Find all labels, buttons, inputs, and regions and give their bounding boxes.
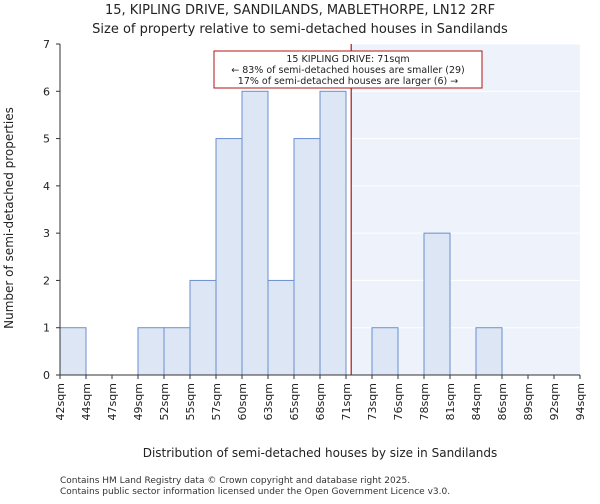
- x-tick-label: 52sqm: [158, 383, 171, 420]
- x-tick-label: 65sqm: [288, 383, 301, 420]
- bar-55sqm: [189, 279, 217, 376]
- y-tick-label: 7: [43, 38, 50, 51]
- x-tick-label: 84sqm: [470, 383, 483, 420]
- bar-57sqm: [215, 138, 243, 376]
- y-tick-label: 4: [43, 180, 50, 193]
- bar-65sqm: [293, 138, 321, 376]
- annotation-line1: 15 KIPLING DRIVE: 71sqm: [286, 54, 409, 65]
- x-tick-label: 49sqm: [132, 383, 145, 420]
- bar-60sqm: [241, 90, 269, 376]
- y-tick-label: 6: [43, 85, 50, 98]
- y-tick-label: 3: [43, 227, 50, 240]
- x-tick-label: 92sqm: [548, 383, 561, 420]
- x-tick-label: 86sqm: [496, 383, 509, 420]
- x-axis-label: Distribution of semi-detached houses by …: [143, 446, 498, 460]
- y-axis-label: Number of semi-detached properties: [2, 107, 16, 329]
- x-tick-label: 94sqm: [574, 383, 587, 420]
- footer-line1: Contains HM Land Registry data © Crown c…: [60, 476, 410, 486]
- bar-49sqm: [137, 327, 165, 376]
- x-tick-label: 55sqm: [184, 383, 197, 420]
- bar-63sqm: [267, 279, 295, 376]
- x-tick-label: 89sqm: [522, 383, 535, 420]
- x-tick-label: 44sqm: [80, 383, 93, 420]
- x-tick-label: 47sqm: [106, 383, 119, 420]
- y-tick-label: 5: [43, 133, 50, 146]
- y-tick-label: 2: [43, 274, 50, 287]
- y-tick-label: 1: [43, 322, 50, 335]
- annotation-line2: ← 83% of semi-detached houses are smalle…: [231, 65, 465, 76]
- bar-42sqm: [59, 327, 87, 376]
- y-tick-label: 0: [43, 369, 50, 382]
- bar-73sqm: [371, 327, 399, 376]
- annotation-line3: 17% of semi-detached houses are larger (…: [238, 76, 458, 87]
- x-tick-label: 76sqm: [392, 383, 405, 420]
- footer-line2: Contains public sector information licen…: [60, 487, 450, 497]
- bar-68sqm: [319, 90, 347, 376]
- x-tick-label: 78sqm: [418, 383, 431, 420]
- bar-84sqm: [475, 327, 503, 376]
- bar-52sqm: [163, 327, 191, 376]
- x-tick-label: 68sqm: [314, 383, 327, 420]
- x-tick-label: 57sqm: [210, 383, 223, 420]
- highlight-region: [351, 44, 580, 375]
- x-tick-label: 42sqm: [54, 383, 67, 420]
- annotation-box: 15 KIPLING DRIVE: 71sqm ← 83% of semi-de…: [213, 50, 483, 89]
- x-tick-label: 60sqm: [236, 383, 249, 420]
- x-tick-label: 73sqm: [366, 383, 379, 420]
- chart-title-line2: Size of property relative to semi-detach…: [92, 22, 508, 37]
- bar-78sqm: [423, 232, 451, 376]
- x-tick-label: 63sqm: [262, 383, 275, 420]
- chart-title-line1: 15, KIPLING DRIVE, SANDILANDS, MABLETHOR…: [105, 3, 495, 18]
- x-tick-label: 71sqm: [340, 383, 353, 420]
- x-tick-label: 81sqm: [444, 383, 457, 420]
